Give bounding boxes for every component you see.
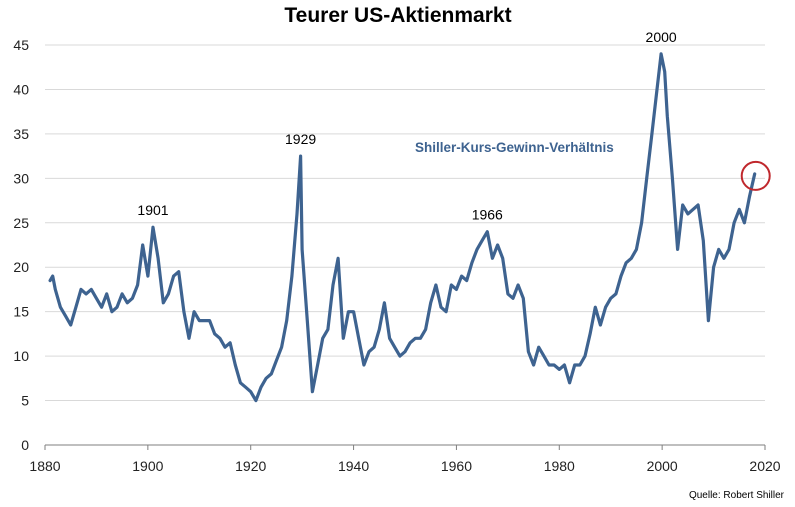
y-tick-label: 30 [13, 170, 29, 186]
gridlines [45, 44, 765, 402]
chart-title: Teurer US-Aktienmarkt [284, 4, 511, 27]
x-tick-label: 2000 [647, 458, 678, 474]
annotation-label: 1966 [472, 207, 503, 223]
x-tick-label: 1880 [29, 458, 60, 474]
annotation-label: 2000 [646, 29, 677, 45]
y-tick-label: 0 [21, 437, 29, 453]
y-tick-label: 45 [13, 37, 29, 53]
x-tick-label: 2020 [749, 458, 780, 474]
x-tick-label: 1900 [132, 458, 163, 474]
y-tick-label: 20 [13, 259, 29, 275]
y-tick-label: 25 [13, 215, 29, 231]
x-tick-label: 1980 [544, 458, 575, 474]
highlight-circle [740, 160, 771, 191]
y-tick-label: 10 [13, 348, 29, 364]
y-tick-label: 15 [13, 304, 29, 320]
y-tick-label: 35 [13, 126, 29, 142]
y-axis: 0 5 10 15 20 25 30 35 40 45 [13, 37, 29, 453]
annotation-label: 1929 [285, 131, 316, 147]
x-axis: 1880 1900 1920 1940 1960 1980 2000 2020 [29, 444, 781, 474]
y-tick-label: 40 [13, 81, 29, 97]
annotation-label: 1901 [137, 202, 168, 218]
source-note: Quelle: Robert Shiller [689, 490, 785, 501]
series-group [48, 52, 757, 403]
annotations: 1901 1929 1966 2000 [137, 29, 771, 223]
series-line [48, 52, 757, 403]
x-tick-label: 1960 [441, 458, 472, 474]
series-label: Shiller-Kurs-Gewinn-Verhältnis [415, 140, 614, 155]
x-tick-label: 1940 [338, 458, 369, 474]
y-tick-label: 5 [21, 393, 29, 409]
x-tick-label: 1920 [235, 458, 266, 474]
